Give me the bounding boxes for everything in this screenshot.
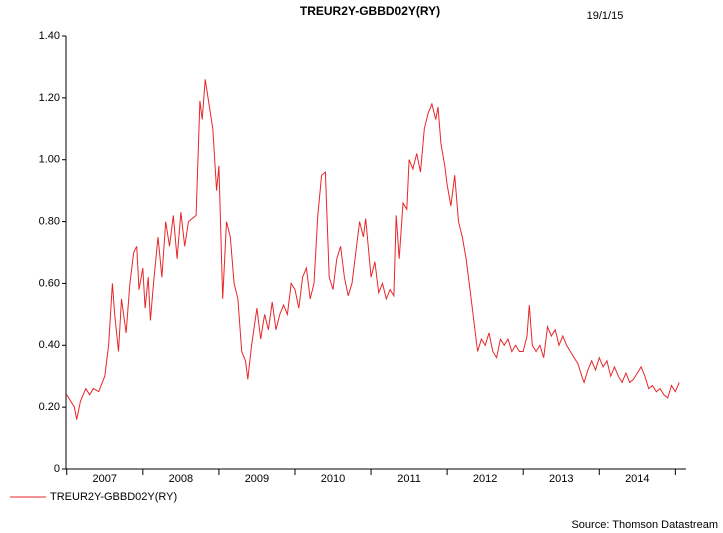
x-tick-label: 2013 (549, 473, 573, 485)
y-tick-label: 1.20 (39, 92, 60, 104)
x-tick-label: 2007 (93, 473, 117, 485)
series-line (66, 79, 680, 420)
x-tick-label: 2011 (397, 473, 421, 485)
legend-label: TREUR2Y-GBBD02Y(RY) (50, 491, 177, 503)
y-tick-label: 0.40 (39, 339, 60, 351)
y-tick-label: 0.60 (39, 277, 60, 289)
y-tick-label: 1.00 (39, 154, 60, 166)
x-tick-label: 2012 (473, 473, 497, 485)
x-tick-label: 2014 (625, 473, 649, 485)
y-tick-label: 0 (54, 463, 60, 475)
x-tick-label: 2009 (245, 473, 269, 485)
x-tick-label: 2010 (321, 473, 345, 485)
y-tick-label: 1.40 (39, 30, 60, 42)
y-tick-label: 0.80 (39, 215, 60, 227)
source: Source: Thomson Datastream (571, 519, 718, 531)
chart-date: 19/1/15 (587, 10, 624, 22)
x-tick-label: 2008 (169, 473, 193, 485)
y-tick-label: 0.20 (39, 401, 60, 413)
chart-title: TREUR2Y-GBBD02Y(RY) (300, 4, 440, 18)
